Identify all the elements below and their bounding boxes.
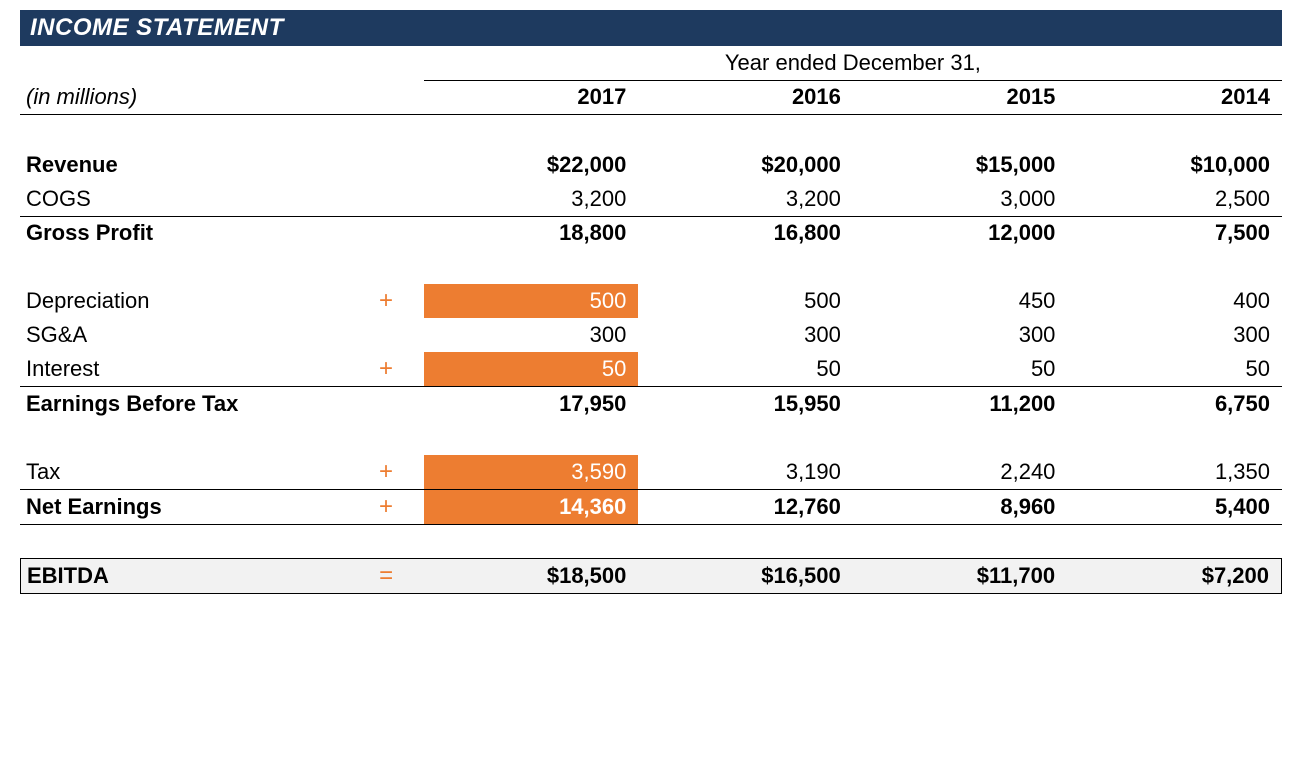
year-2015: 2015 — [853, 80, 1068, 114]
tax-2015: 2,240 — [853, 455, 1068, 490]
sga-2015: 300 — [853, 318, 1068, 352]
unit-label: (in millions) — [20, 80, 348, 114]
row-tax: Tax + 3,590 3,190 2,240 1,350 — [20, 455, 1282, 490]
depreciation-op: + — [348, 284, 424, 318]
interest-2017: 50 — [424, 352, 639, 387]
revenue-2015: $15,000 — [853, 148, 1068, 182]
interest-2014: 50 — [1067, 352, 1282, 387]
tax-2017: 3,590 — [424, 455, 639, 490]
tax-2014: 1,350 — [1067, 455, 1282, 490]
interest-label: Interest — [20, 352, 348, 387]
row-interest: Interest + 50 50 50 50 — [20, 352, 1282, 387]
depreciation-2017: 500 — [424, 284, 639, 318]
ebitda-label: EBITDA — [21, 559, 349, 594]
net-earnings-op: + — [348, 489, 424, 524]
gross-profit-2017: 18,800 — [424, 216, 639, 250]
net-earnings-2017: 14,360 — [424, 489, 639, 524]
ebitda-2015: $11,700 — [853, 559, 1067, 594]
sga-2017: 300 — [424, 318, 639, 352]
interest-op: + — [348, 352, 424, 387]
period-header: Year ended December 31, — [424, 46, 1282, 80]
depreciation-2014: 400 — [1067, 284, 1282, 318]
revenue-2014: $10,000 — [1067, 148, 1282, 182]
row-sga: SG&A 300 300 300 300 — [20, 318, 1282, 352]
revenue-label: Revenue — [20, 148, 348, 182]
ebitda-box: EBITDA = $18,500 $16,500 $11,700 $7,200 — [20, 558, 1282, 594]
ebitda-2014: $7,200 — [1067, 559, 1281, 594]
cogs-2017: 3,200 — [424, 182, 639, 216]
gross-profit-2016: 16,800 — [638, 216, 853, 250]
ebitda-op: = — [348, 559, 424, 594]
interest-2016: 50 — [638, 352, 853, 387]
ebt-2017: 17,950 — [424, 387, 639, 421]
cogs-2016: 3,200 — [638, 182, 853, 216]
net-earnings-2016: 12,760 — [638, 489, 853, 524]
row-ebt: Earnings Before Tax 17,950 15,950 11,200… — [20, 387, 1282, 421]
year-2017: 2017 — [424, 80, 639, 114]
revenue-2016: $20,000 — [638, 148, 853, 182]
cogs-2014: 2,500 — [1067, 182, 1282, 216]
row-revenue: Revenue $22,000 $20,000 $15,000 $10,000 — [20, 148, 1282, 182]
depreciation-label: Depreciation — [20, 284, 348, 318]
row-gross-profit: Gross Profit 18,800 16,800 12,000 7,500 — [20, 216, 1282, 250]
gross-profit-2015: 12,000 — [853, 216, 1068, 250]
row-net-earnings: Net Earnings + 14,360 12,760 8,960 5,400 — [20, 489, 1282, 524]
title-bar: INCOME STATEMENT — [20, 10, 1282, 46]
gross-profit-label: Gross Profit — [20, 216, 348, 250]
gross-profit-2014: 7,500 — [1067, 216, 1282, 250]
ebt-label: Earnings Before Tax — [20, 387, 348, 421]
tax-2016: 3,190 — [638, 455, 853, 490]
net-earnings-2014: 5,400 — [1067, 489, 1282, 524]
row-cogs: COGS 3,200 3,200 3,000 2,500 — [20, 182, 1282, 216]
ebt-2014: 6,750 — [1067, 387, 1282, 421]
ebitda-2016: $16,500 — [638, 559, 852, 594]
income-statement-table: Year ended December 31, (in millions) 20… — [20, 46, 1282, 558]
cogs-2015: 3,000 — [853, 182, 1068, 216]
net-earnings-label: Net Earnings — [20, 489, 348, 524]
row-depreciation: Depreciation + 500 500 450 400 — [20, 284, 1282, 318]
year-2016: 2016 — [638, 80, 853, 114]
depreciation-2015: 450 — [853, 284, 1068, 318]
sga-2016: 300 — [638, 318, 853, 352]
net-earnings-2015: 8,960 — [853, 489, 1068, 524]
interest-2015: 50 — [853, 352, 1068, 387]
sga-label: SG&A — [20, 318, 348, 352]
revenue-2017: $22,000 — [424, 148, 639, 182]
cogs-label: COGS — [20, 182, 348, 216]
ebt-2016: 15,950 — [638, 387, 853, 421]
tax-label: Tax — [20, 455, 348, 490]
row-ebitda: EBITDA = $18,500 $16,500 $11,700 $7,200 — [21, 559, 1282, 594]
depreciation-2016: 500 — [638, 284, 853, 318]
tax-op: + — [348, 455, 424, 490]
year-2014: 2014 — [1067, 80, 1282, 114]
ebitda-2017: $18,500 — [424, 559, 638, 594]
ebt-2015: 11,200 — [853, 387, 1068, 421]
sga-2014: 300 — [1067, 318, 1282, 352]
